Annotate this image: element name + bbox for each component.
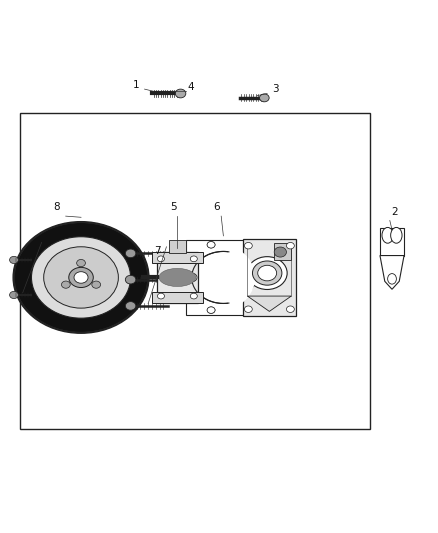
Ellipse shape	[61, 281, 70, 288]
Ellipse shape	[161, 270, 194, 285]
Ellipse shape	[286, 306, 294, 312]
Bar	[157, 252, 198, 303]
Ellipse shape	[18, 225, 144, 329]
Ellipse shape	[44, 247, 118, 308]
Ellipse shape	[125, 302, 136, 310]
Polygon shape	[247, 296, 291, 311]
Ellipse shape	[10, 256, 18, 263]
Ellipse shape	[21, 229, 141, 326]
Ellipse shape	[207, 241, 215, 248]
Ellipse shape	[207, 307, 215, 313]
Ellipse shape	[382, 228, 393, 243]
Bar	[274, 243, 291, 260]
Ellipse shape	[391, 228, 402, 243]
Ellipse shape	[13, 222, 149, 333]
Ellipse shape	[169, 273, 186, 282]
Ellipse shape	[190, 293, 197, 299]
Ellipse shape	[158, 293, 165, 299]
Ellipse shape	[125, 249, 136, 257]
Ellipse shape	[30, 236, 132, 319]
Ellipse shape	[20, 227, 142, 328]
Ellipse shape	[166, 272, 189, 283]
Text: 7: 7	[154, 246, 161, 256]
Ellipse shape	[74, 272, 88, 283]
Bar	[186, 240, 261, 314]
Text: 5: 5	[170, 203, 177, 212]
Ellipse shape	[28, 234, 134, 321]
Ellipse shape	[190, 256, 197, 262]
Ellipse shape	[258, 265, 277, 281]
Ellipse shape	[69, 268, 93, 287]
Ellipse shape	[244, 243, 252, 249]
Ellipse shape	[187, 273, 197, 282]
Ellipse shape	[125, 276, 136, 284]
Text: 6: 6	[213, 203, 220, 212]
Ellipse shape	[25, 231, 137, 324]
Ellipse shape	[274, 247, 286, 257]
Ellipse shape	[192, 252, 255, 303]
Ellipse shape	[207, 241, 215, 248]
Ellipse shape	[388, 273, 396, 284]
Ellipse shape	[164, 271, 191, 284]
Bar	[243, 239, 296, 316]
Ellipse shape	[10, 292, 18, 298]
Ellipse shape	[171, 274, 184, 281]
Ellipse shape	[175, 89, 186, 98]
Bar	[152, 292, 202, 303]
Wedge shape	[223, 246, 255, 309]
Text: 2: 2	[391, 207, 398, 217]
Ellipse shape	[244, 306, 252, 312]
Polygon shape	[380, 255, 404, 289]
Ellipse shape	[159, 269, 196, 287]
Ellipse shape	[32, 237, 131, 318]
Text: 4: 4	[187, 82, 194, 92]
Text: 8: 8	[53, 203, 60, 212]
Ellipse shape	[77, 260, 85, 266]
Ellipse shape	[16, 224, 146, 330]
Text: 1: 1	[132, 80, 139, 90]
Ellipse shape	[259, 94, 269, 102]
Bar	[380, 228, 404, 255]
Ellipse shape	[23, 230, 139, 325]
Ellipse shape	[252, 261, 282, 285]
Ellipse shape	[92, 281, 101, 288]
Ellipse shape	[247, 257, 287, 289]
Bar	[20, 113, 370, 429]
Text: 9: 9	[29, 242, 36, 252]
Bar	[152, 252, 202, 263]
Ellipse shape	[207, 307, 215, 313]
Ellipse shape	[286, 243, 294, 249]
Ellipse shape	[27, 233, 135, 322]
Ellipse shape	[158, 256, 165, 262]
Text: 3: 3	[272, 84, 279, 94]
Bar	[169, 240, 186, 253]
Ellipse shape	[14, 223, 148, 332]
